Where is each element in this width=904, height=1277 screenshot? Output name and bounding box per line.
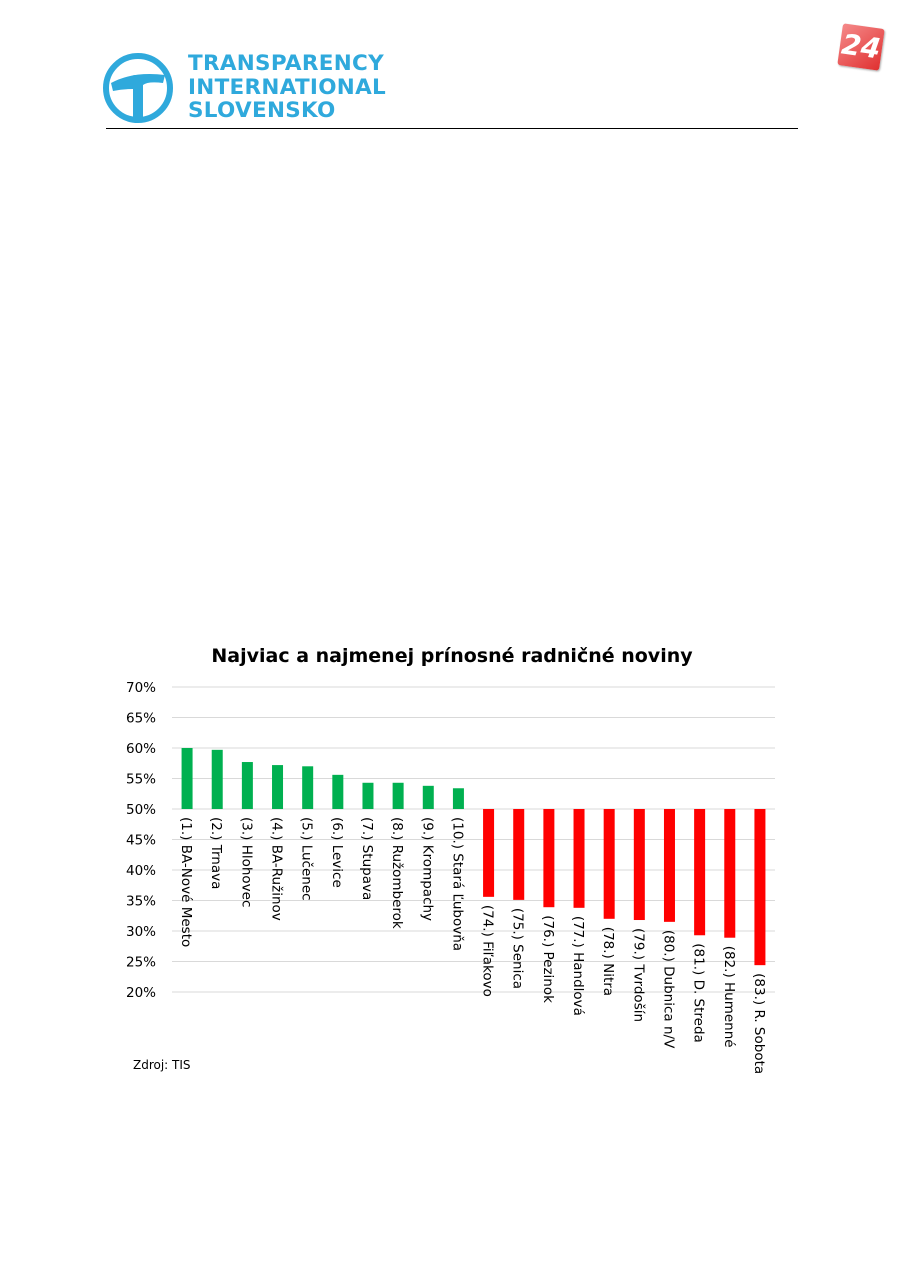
y-tick-label: 35% <box>126 894 156 910</box>
y-tick-label: 25% <box>126 955 156 971</box>
y-tick-label: 65% <box>126 711 156 727</box>
bar <box>272 765 284 809</box>
ti-logo-emblem <box>103 53 173 128</box>
bar <box>513 809 525 900</box>
x-category-label: (74.) Fiľakovo <box>480 905 496 997</box>
y-tick-label: 50% <box>126 802 156 818</box>
x-category-label: (2.) Trnava <box>208 817 224 889</box>
bar <box>543 809 555 908</box>
logo-line: TRANSPARENCY <box>188 51 384 76</box>
bar <box>332 774 344 809</box>
x-category-label: (6.) Levice <box>329 817 345 888</box>
y-tick-label: 60% <box>126 741 156 757</box>
logo-line: INTERNATIONAL <box>188 74 387 100</box>
bar <box>211 749 223 809</box>
bar <box>483 809 495 897</box>
y-tick-label: 55% <box>126 772 156 788</box>
bar <box>452 788 464 809</box>
x-category-label: (4.) BA-Ružinov <box>269 817 285 921</box>
bar <box>603 809 615 919</box>
y-tick-label: 20% <box>126 985 156 1001</box>
bar <box>302 766 314 809</box>
bar <box>633 809 645 921</box>
x-category-label: (83.) R. Sobota <box>751 973 767 1074</box>
x-category-label: (77.) Handlová <box>570 916 586 1016</box>
y-tick-label: 40% <box>126 863 156 879</box>
x-category-label: (3.) Hlohovec <box>238 817 254 907</box>
x-category-label: (79.) Tvrdošín <box>630 928 646 1022</box>
x-category-label: (81.) D. Streda <box>691 943 707 1043</box>
x-category-label: (78.) Nitra <box>600 927 616 996</box>
bar <box>724 809 736 938</box>
x-category-label: (1.) BA-Nové Mesto <box>178 817 194 947</box>
x-category-label: (10.) Stará Ľubovňa <box>449 817 465 951</box>
bar <box>181 748 193 809</box>
bar <box>694 809 706 936</box>
x-category-label: (8.) Ružomberok <box>389 817 405 929</box>
y-tick-label: 30% <box>126 924 156 940</box>
x-category-label: (5.) Lučenec <box>299 817 315 901</box>
logo-line: SLOVENSKO <box>188 98 336 123</box>
bar <box>754 809 766 966</box>
y-tick-label: 45% <box>126 833 156 849</box>
x-category-label: (82.) Humenné <box>721 946 737 1048</box>
bar <box>392 782 404 809</box>
source-note: Zdroj: TIS <box>133 1058 191 1072</box>
bar <box>362 782 374 809</box>
bar <box>663 809 675 922</box>
chart-title: Najviac a najmenej prínosné radničné nov… <box>211 645 693 667</box>
x-category-label: (75.) Senica <box>510 908 526 989</box>
header-divider <box>106 128 798 129</box>
x-category-label: (80.) Dubnica n/V <box>660 930 676 1049</box>
bar <box>241 762 253 809</box>
x-category-label: (76.) Pezinok <box>540 915 556 1003</box>
ti-logo-text: TRANSPARENCY INTERNATIONAL SLOVENSKO <box>188 52 386 123</box>
bar <box>573 809 585 908</box>
x-category-label: (9.) Krompachy <box>419 817 435 921</box>
bar <box>422 785 434 809</box>
x-category-label: (7.) Stupava <box>359 817 375 900</box>
y-tick-label: 70% <box>126 680 156 696</box>
